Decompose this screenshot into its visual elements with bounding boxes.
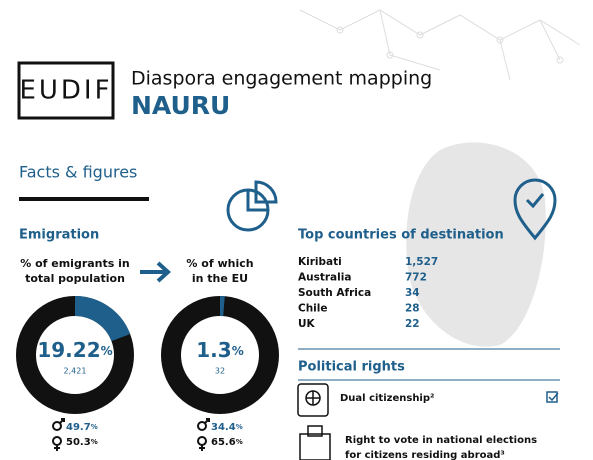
male-icon: [59, 418, 65, 424]
pie-icon: [226, 180, 278, 232]
value: 1.3: [196, 338, 231, 362]
value: 19.22: [37, 338, 100, 362]
right: Dual citizenship²: [340, 393, 434, 404]
country: NAURU: [131, 91, 230, 120]
unit: %: [236, 423, 243, 431]
country: Kiribati: [298, 256, 342, 268]
donut-value: 19.22%: [37, 338, 112, 362]
unit: %: [101, 344, 113, 358]
network-decoration: [299, 9, 581, 81]
male-icon: [204, 418, 210, 424]
donut-segment: [74, 296, 131, 342]
logo: EUDIF: [19, 76, 112, 106]
emigrant-count: 34: [405, 287, 420, 299]
passport-icon: [297, 383, 329, 417]
destinations-heading: Top countries of destination: [298, 228, 504, 243]
emigration-heading: Emigration: [19, 228, 99, 243]
section-rule: [19, 197, 149, 201]
map-silhouette: [406, 142, 546, 347]
label: total population: [25, 272, 125, 285]
unit: %: [91, 423, 98, 431]
female-share: 50.3%: [66, 437, 98, 448]
donut-count: 32: [215, 367, 225, 376]
male-share: 49.7%: [66, 422, 98, 433]
donut-value: 1.3%: [196, 338, 243, 362]
section-title: Facts & figures: [19, 163, 137, 182]
value: 65.6: [211, 437, 236, 448]
male-icon: [52, 421, 62, 431]
title: Diaspora engagement mapping: [131, 68, 432, 90]
arrow: [140, 261, 171, 283]
country: Australia: [298, 272, 351, 284]
female-icon: [54, 445, 60, 451]
ballot-icon: [299, 425, 331, 460]
right: for citizens residing abroad³: [345, 450, 505, 460]
emigrant-count: 772: [405, 272, 427, 284]
logo-box: [17, 61, 115, 120]
female-icon: [199, 445, 205, 451]
check-icon: [546, 391, 559, 403]
unit: %: [232, 344, 244, 358]
emigrant-count: 28: [405, 303, 420, 315]
unit: %: [236, 438, 243, 446]
country: South Africa: [298, 287, 371, 299]
value: 34.4: [211, 422, 236, 433]
label: % of emigrants in: [20, 257, 130, 270]
value: 49.7: [66, 422, 91, 433]
label: in the EU: [192, 272, 248, 285]
country: UK: [298, 318, 316, 330]
country: Chile: [298, 303, 328, 315]
female-share: 65.6%: [211, 437, 243, 448]
right: Right to vote in national elections: [345, 435, 537, 446]
pin-icon: [513, 178, 557, 241]
value: 50.3: [66, 437, 91, 448]
rights-heading: Political rights: [298, 360, 405, 375]
male-share: 34.4%: [211, 422, 243, 433]
male-icon: [197, 421, 207, 431]
label: % of which: [186, 257, 253, 270]
emigrant-count: 1,527: [405, 256, 438, 268]
donut-count: 2,421: [64, 367, 87, 376]
emigrant-count: 22: [405, 318, 420, 330]
unit: %: [91, 438, 98, 446]
